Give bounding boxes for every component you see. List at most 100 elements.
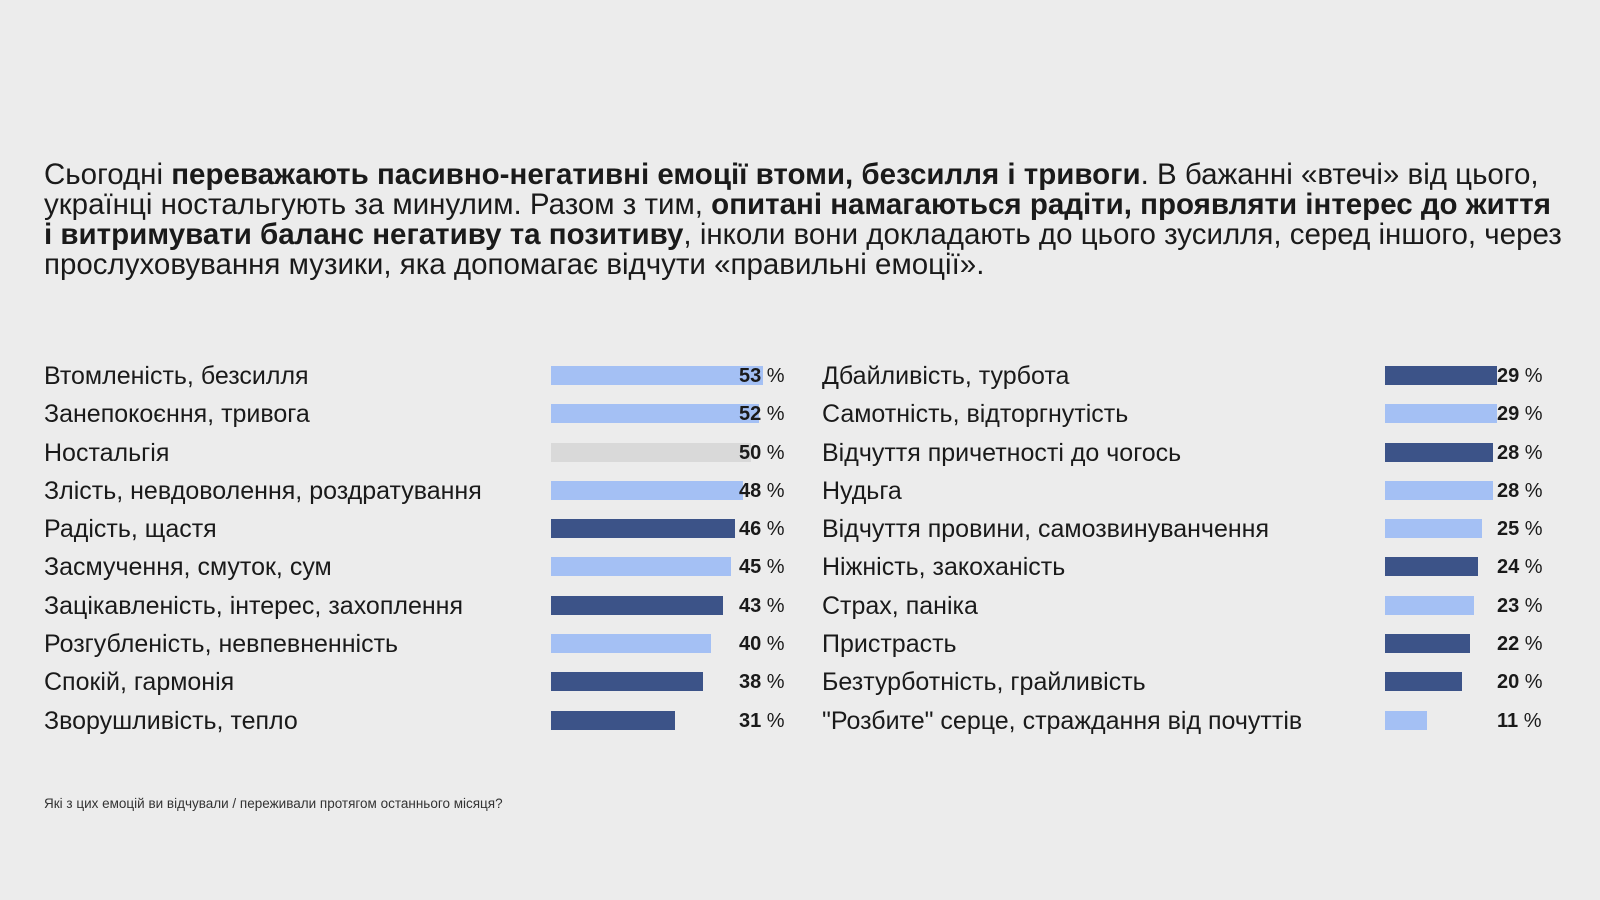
emotion-label: Відчуття причетності до чогось <box>822 438 1182 467</box>
emotion-value: 43 % <box>739 592 785 620</box>
emotion-value: 11 % <box>1497 707 1542 735</box>
emotion-bar <box>1385 480 1494 500</box>
emotion-value: 29 % <box>1497 400 1543 428</box>
emotion-value-number: 23 <box>1497 594 1520 617</box>
emotion-value-number: 29 <box>1497 365 1520 387</box>
emotion-value-number: 31 <box>739 709 762 732</box>
emotion-bar <box>551 634 711 654</box>
emotion-value-number: 48 <box>739 479 762 502</box>
emotion-bar <box>551 366 763 385</box>
emotion-label: Ніжність, закоханість <box>822 553 1066 582</box>
emotion-value-unit: % <box>1519 594 1543 617</box>
emotion-value: 40 % <box>739 630 785 658</box>
intro-bold-1: переважають пасивно-негативні емоції вто… <box>171 158 1141 191</box>
emotion-value-number: 46 <box>739 518 762 541</box>
emotion-label: Пристрасть <box>822 630 957 659</box>
emotion-value-unit: % <box>761 518 785 541</box>
emotion-value-unit: % <box>761 479 785 502</box>
emotion-bar <box>1385 595 1474 615</box>
emotion-value-number: 28 <box>1497 479 1520 502</box>
emotion-value: 50 % <box>739 439 785 467</box>
emotion-value-unit: % <box>761 633 785 656</box>
emotion-bar <box>1385 557 1478 577</box>
emotion-value-number: 53 <box>739 365 762 387</box>
emotion-bar <box>1385 404 1497 424</box>
emotion-bar <box>1385 634 1470 654</box>
emotion-bar <box>1385 519 1482 539</box>
emotion-bar <box>551 404 759 424</box>
emotion-label: "Розбите" серце, страждання від почуттів <box>822 706 1303 735</box>
emotion-value: 46 % <box>739 515 785 543</box>
emotion-value-unit: % <box>1519 365 1543 387</box>
emotion-value-unit: % <box>761 671 785 694</box>
emotion-label: Самотність, відторгнутість <box>822 400 1129 429</box>
emotion-value-unit: % <box>761 365 785 387</box>
emotion-label: Втомленість, безсилля <box>44 362 309 390</box>
emotion-value-number: 20 <box>1497 671 1520 694</box>
emotion-bar <box>551 519 735 539</box>
emotion-value-unit: % <box>1519 479 1543 502</box>
emotion-value-unit: % <box>1519 518 1543 541</box>
emotion-label: Відчуття провини, самозвинуванчення <box>822 515 1269 544</box>
emotion-value-unit: % <box>761 594 785 617</box>
intro-part-1: Сьогодні <box>44 158 172 191</box>
emotion-value: 23 % <box>1497 592 1543 620</box>
emotion-label: Зацікавленість, інтерес, захоплення <box>44 591 463 620</box>
emotion-value: 22 % <box>1497 630 1543 658</box>
emotion-value: 29 % <box>1497 362 1543 390</box>
emotion-value-number: 22 <box>1497 633 1520 656</box>
emotion-value: 52 % <box>739 400 785 428</box>
emotion-value-number: 43 <box>739 594 762 617</box>
emotion-value-unit: % <box>761 441 785 464</box>
emotion-value: 20 % <box>1497 668 1543 696</box>
emotion-label: Спокій, гармонія <box>44 668 235 697</box>
emotion-value-number: 24 <box>1497 556 1520 579</box>
emotion-label: Занепокоєння, тривога <box>44 400 310 429</box>
emotion-bar <box>551 557 731 577</box>
emotion-value: 53 % <box>739 362 785 390</box>
emotion-value-unit: % <box>761 709 785 732</box>
emotion-bar <box>551 672 703 692</box>
emotion-value: 28 % <box>1497 439 1543 467</box>
emotion-value-unit: % <box>761 556 785 579</box>
emotion-label: Страх, паніка <box>822 591 978 620</box>
emotion-label: Злість, невдоволення, роздратування <box>44 476 482 505</box>
intro-part-2: . В бажанні «втечі» від цього, українці … <box>44 158 1539 221</box>
emotion-bar <box>551 480 743 500</box>
emotion-value-unit: % <box>1519 556 1543 579</box>
emotion-label: Дбайливість, турбота <box>822 362 1070 390</box>
emotion-value: 31 % <box>739 707 785 735</box>
emotion-label: Радість, щастя <box>44 515 217 544</box>
emotion-value-unit: % <box>1519 633 1543 656</box>
intro-text: Сьогодні переважають пасивно-негативні е… <box>44 160 1564 280</box>
emotion-label: Засмучення, смуток, сум <box>44 553 332 582</box>
emotion-value: 28 % <box>1497 477 1543 505</box>
emotion-value: 45 % <box>739 553 785 581</box>
emotion-value-number: 50 <box>739 441 762 464</box>
emotion-value-number: 29 <box>1497 403 1520 426</box>
survey-question-footnote: Які з цих емоцій ви відчували / пережива… <box>44 796 503 811</box>
emotion-value-number: 40 <box>739 633 762 656</box>
emotion-bar <box>551 595 723 615</box>
emotion-value: 25 % <box>1497 515 1543 543</box>
emotion-bar <box>1385 442 1494 462</box>
emotion-value-number: 11 <box>1497 709 1519 732</box>
emotion-value-number: 25 <box>1497 518 1520 541</box>
emotion-value-unit: % <box>1519 403 1543 426</box>
emotion-bar <box>551 442 751 462</box>
emotion-value: 48 % <box>739 477 785 505</box>
emotion-value-unit: % <box>1519 671 1543 694</box>
emotion-value: 24 % <box>1497 553 1543 581</box>
emotion-value-number: 38 <box>739 671 762 694</box>
emotion-label: Ностальгія <box>44 438 170 467</box>
emotion-label: Нудьга <box>822 476 902 505</box>
emotion-bar <box>551 710 675 730</box>
emotion-value: 38 % <box>739 668 785 696</box>
emotion-value-number: 28 <box>1497 441 1520 464</box>
emotion-value-unit: % <box>1518 709 1542 732</box>
intro-bold-2: опитані намагаються радіти, проявляти ін… <box>44 188 1551 251</box>
emotion-bar <box>1385 672 1463 692</box>
emotion-bar <box>1385 710 1428 730</box>
emotion-label: Розгубленість, невпевненність <box>44 630 399 659</box>
emotion-label: Безтурботність, грайливість <box>822 668 1146 697</box>
